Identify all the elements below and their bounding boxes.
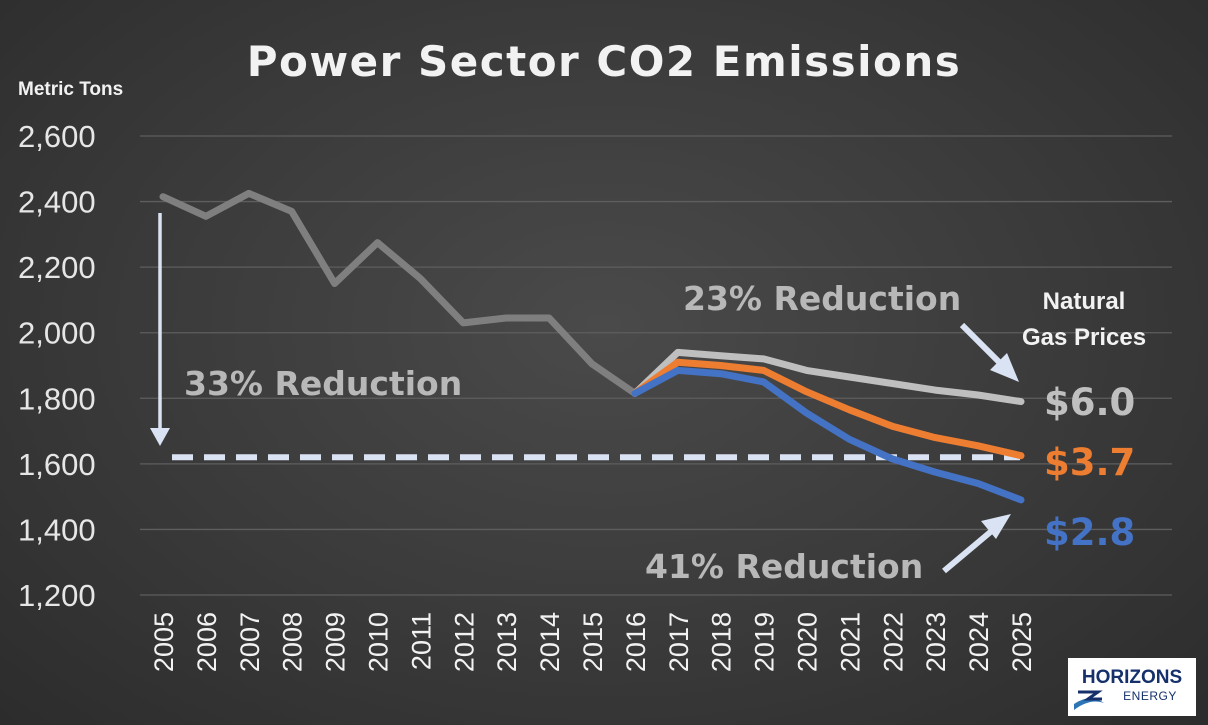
reduction-41-arrow-shaft (942, 526, 996, 574)
x-tick-label: 2022 (878, 612, 908, 672)
y-axis: 1,200 1,400 1,600 1,800 2,000 2,200 2,400 2,600 (18, 119, 96, 613)
y-tick-label: 2,400 (18, 185, 96, 220)
logo-text-horizons: HORIZONS (1082, 667, 1182, 688)
series-line-1 (631, 348, 1025, 406)
y-tick-label: 1,200 (18, 578, 96, 613)
x-tick-label: 2019 (750, 612, 780, 672)
x-tick-label: 2009 (321, 612, 351, 672)
logo-bolt-icon (1078, 690, 1103, 701)
annotations: 33% Reduction 23% Reduction 41% Reduction N… (150, 213, 1146, 586)
x-tick-label: 2005 (149, 612, 179, 672)
x-tick-label: 2008 (278, 612, 308, 672)
x-tick-label: 2012 (449, 612, 479, 672)
y-tick-label: 1,600 (18, 447, 96, 482)
x-tick-label: 2014 (535, 612, 565, 672)
series-end-label-3: $2.8 (1044, 511, 1135, 554)
historical-series-line (159, 189, 639, 397)
x-tick-label: 2024 (964, 612, 994, 672)
series-end-label-2: $3.7 (1044, 441, 1135, 484)
series-end-label-1: $6.0 (1044, 381, 1135, 424)
series-line-2 (631, 358, 1025, 460)
arrow-icon-41 (981, 514, 1011, 539)
x-tick-label: 2007 (235, 612, 265, 672)
y-axis-unit-label: Metric Tons (18, 79, 123, 100)
x-tick-label: 2013 (492, 612, 522, 672)
x-tick-label: 2023 (921, 612, 951, 672)
annotation-23-reduction: 23% Reduction (683, 279, 961, 318)
reduction-23-arrow-shaft (959, 322, 1006, 369)
horizons-energy-logo: HORIZONS ENERGY (1068, 658, 1196, 716)
x-tick-label: 2011 (406, 612, 436, 670)
legend-title-line-2: Gas Prices (1022, 324, 1146, 351)
x-tick-label: 2006 (192, 612, 222, 672)
down-arrow-icon (150, 428, 170, 446)
y-tick-label: 1,800 (18, 381, 96, 416)
y-tick-label: 2,200 (18, 250, 96, 285)
y-tick-label: 1,400 (18, 512, 96, 547)
legend-title-line-1: Natural (1043, 288, 1126, 315)
logo-text-energy: ENERGY (1123, 689, 1177, 703)
y-tick-label: 2,000 (18, 316, 96, 351)
chart-title: Power Sector CO2 Emissions (247, 37, 962, 86)
logo-background (1068, 658, 1196, 716)
annotation-33-reduction: 33% Reduction (184, 364, 462, 403)
x-tick-label: 2016 (621, 612, 651, 672)
x-axis: 2005 2006 2007 2008 2009 2010 2011 2012 2013 2014… (149, 612, 1037, 672)
series-line-3 (631, 366, 1025, 504)
x-tick-label: 2021 (835, 612, 865, 672)
x-tick-label: 2018 (707, 612, 737, 672)
x-tick-label: 2020 (793, 612, 823, 672)
x-tick-label: 2025 (1007, 612, 1037, 672)
y-tick-label: 2,600 (18, 119, 96, 154)
logo-swoosh-icon (1074, 698, 1104, 710)
annotation-41-reduction: 41% Reduction (645, 547, 923, 586)
x-tick-label: 2015 (578, 612, 608, 672)
series-lines (159, 189, 1025, 504)
arrow-icon-23 (990, 353, 1019, 382)
x-tick-label: 2017 (664, 612, 694, 672)
x-tick-label: 2010 (364, 612, 394, 672)
gridlines (140, 135, 1172, 596)
